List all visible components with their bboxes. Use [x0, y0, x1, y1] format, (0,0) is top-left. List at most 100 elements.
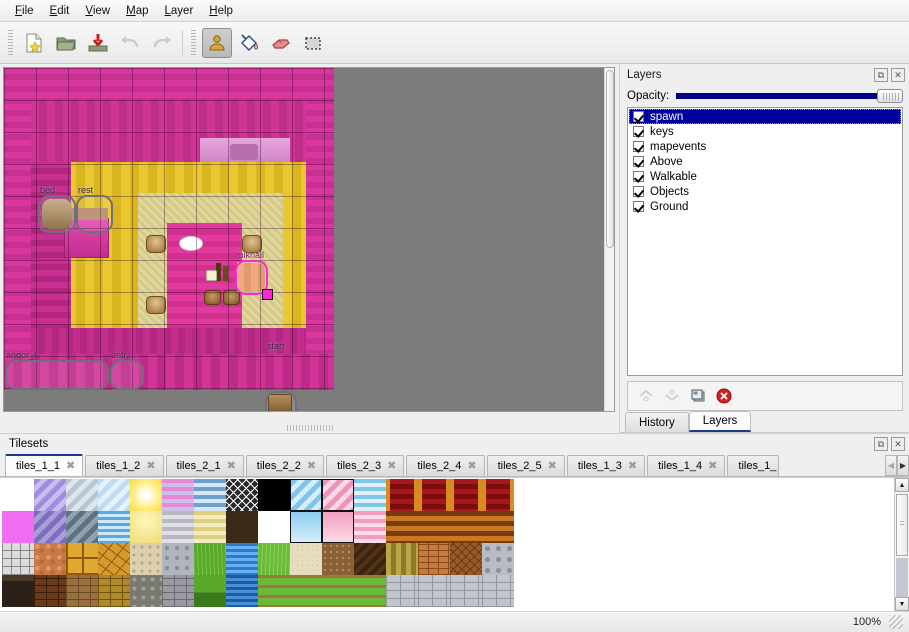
tile-0-8[interactable] — [258, 479, 290, 511]
map-canvas[interactable]: bed rest mikhail start andor_l entr... — [4, 68, 334, 411]
tile-palette-grid[interactable] — [0, 478, 894, 611]
layer-visibility-checkbox[interactable] — [633, 171, 644, 182]
chevron-up-icon[interactable] — [633, 384, 659, 408]
redo-button[interactable] — [147, 28, 177, 58]
tile-0-4[interactable] — [130, 479, 162, 511]
layer-visibility-checkbox[interactable] — [633, 141, 644, 152]
tile-3-2[interactable] — [66, 575, 98, 607]
layer-row-spawn[interactable]: spawn — [629, 109, 901, 124]
menu-layer[interactable]: Layer — [164, 4, 194, 17]
map-horizontal-splitter[interactable] — [0, 422, 619, 433]
map-vertical-scrollbar[interactable] — [604, 68, 614, 411]
close-icon[interactable]: ✖ — [708, 460, 718, 472]
tile-2-15[interactable] — [482, 543, 514, 575]
undock-icon[interactable]: ⧉ — [874, 437, 888, 451]
tile-3-8[interactable] — [258, 575, 290, 607]
tile-0-2[interactable] — [66, 479, 98, 511]
tile-1-11[interactable] — [354, 511, 386, 543]
tile-3-15[interactable] — [482, 575, 514, 607]
tile-3-7[interactable] — [226, 575, 258, 607]
map-object-mikhail[interactable] — [235, 260, 273, 300]
tabs-scroll-right-button[interactable]: ▶ — [897, 455, 909, 476]
tile-0-5[interactable] — [162, 479, 194, 511]
tile-1-10[interactable] — [322, 511, 354, 543]
resize-grip[interactable] — [889, 615, 903, 629]
close-icon[interactable]: ✖ — [467, 460, 477, 472]
layer-visibility-checkbox[interactable] — [633, 126, 644, 137]
opacity-slider-knob[interactable] — [877, 89, 903, 103]
toolbar-grip[interactable] — [6, 29, 14, 56]
layer-row-ground[interactable]: Ground — [629, 199, 901, 214]
map-viewport[interactable]: bed rest mikhail start andor_l entr... — [3, 67, 615, 412]
tileset-vertical-scrollbar[interactable]: ▲ ▼ — [894, 478, 909, 611]
map-object-rest[interactable] — [76, 195, 113, 233]
duplicate-icon[interactable] — [685, 384, 711, 408]
tileset-scroll-lower-track[interactable] — [896, 558, 908, 597]
tile-2-3[interactable] — [98, 543, 130, 575]
tile-0-3[interactable] — [98, 479, 130, 511]
layer-list[interactable]: spawn keys mapevents Above — [627, 107, 903, 376]
tile-3-6[interactable] — [194, 575, 226, 607]
tile-3-4[interactable] — [130, 575, 162, 607]
tile-0-6[interactable] — [194, 479, 226, 511]
close-icon[interactable]: ✖ — [66, 460, 76, 472]
tile-0-1[interactable] — [34, 479, 66, 511]
tile-2-12[interactable] — [386, 543, 418, 575]
tile-2-2[interactable] — [66, 543, 98, 575]
menu-view[interactable]: View — [85, 4, 111, 17]
tile-3-5[interactable] — [162, 575, 194, 607]
bucket-fill-tool[interactable] — [234, 28, 264, 58]
tile-2-11[interactable] — [354, 543, 386, 575]
tile-0-9[interactable] — [290, 479, 322, 511]
tileset-scroll-thumb[interactable] — [896, 494, 908, 556]
tileset-tab-tiles-2-2[interactable]: tiles_2_2 ✖ — [245, 455, 325, 476]
undock-icon[interactable]: ⧉ — [874, 67, 888, 82]
tileset-tab-tiles-2-5[interactable]: tiles_2_5 ✖ — [486, 455, 565, 476]
map-vscroll-thumb[interactable] — [606, 70, 614, 248]
tile-3-3[interactable] — [98, 575, 130, 607]
tile-1-6[interactable] — [194, 511, 226, 543]
tileset-tab-tiles-1-partial[interactable]: tiles_1_ — [727, 455, 780, 476]
layer-visibility-checkbox[interactable] — [633, 201, 644, 212]
tile-2-13[interactable] — [418, 543, 450, 575]
eraser-tool[interactable] — [266, 28, 296, 58]
tile-1-7[interactable] — [226, 511, 258, 543]
menu-help[interactable]: Help — [209, 4, 233, 17]
close-icon[interactable]: ✖ — [226, 460, 236, 472]
tile-1-0[interactable] — [2, 511, 34, 543]
tile-3-14[interactable] — [450, 575, 482, 607]
tile-3-11[interactable] — [354, 575, 386, 607]
tileset-tab-tiles-2-1[interactable]: tiles_2_1 ✖ — [165, 455, 244, 476]
tileset-scroll-track[interactable] — [895, 492, 909, 597]
tileset-tab-tiles-1-2[interactable]: tiles_1_2 ✖ — [85, 455, 164, 476]
tile-2-0[interactable] — [2, 543, 34, 575]
map-object-andor-l[interactable] — [5, 360, 109, 390]
resize-handle-bottom-right[interactable] — [262, 289, 273, 300]
tile-1-13[interactable] — [418, 511, 450, 543]
tile-2-10[interactable] — [322, 543, 354, 575]
open-map-button[interactable] — [51, 28, 81, 58]
undo-button[interactable] — [115, 28, 145, 58]
tile-3-9[interactable] — [290, 575, 322, 607]
menu-edit[interactable]: Edit — [49, 4, 70, 17]
opacity-slider[interactable] — [676, 88, 903, 104]
layer-visibility-checkbox[interactable] — [633, 111, 644, 122]
close-icon[interactable]: ✖ — [387, 460, 397, 472]
delete-circle-icon[interactable] — [711, 384, 737, 408]
tile-1-14[interactable] — [450, 511, 482, 543]
close-icon[interactable]: ✕ — [891, 437, 905, 451]
close-icon[interactable]: ✖ — [146, 460, 156, 472]
tileset-tab-tiles-1-1[interactable]: tiles_1_1 ✖ — [5, 454, 84, 476]
tileset-tab-tiles-1-3[interactable]: tiles_1_3 ✖ — [566, 455, 646, 476]
close-icon[interactable]: ✖ — [306, 460, 317, 472]
layer-row-mapevents[interactable]: mapevents — [629, 139, 901, 154]
close-icon[interactable]: ✕ — [891, 67, 905, 82]
tile-2-8[interactable] — [258, 543, 290, 575]
tile-3-0[interactable] — [2, 575, 34, 607]
layer-row-keys[interactable]: keys — [629, 124, 901, 139]
tile-2-7[interactable] — [226, 543, 258, 575]
tab-history[interactable]: History — [625, 412, 689, 432]
close-icon[interactable]: ✖ — [547, 460, 557, 472]
tile-2-1[interactable] — [34, 543, 66, 575]
tileset-scroll-down-button[interactable]: ▼ — [895, 597, 909, 611]
